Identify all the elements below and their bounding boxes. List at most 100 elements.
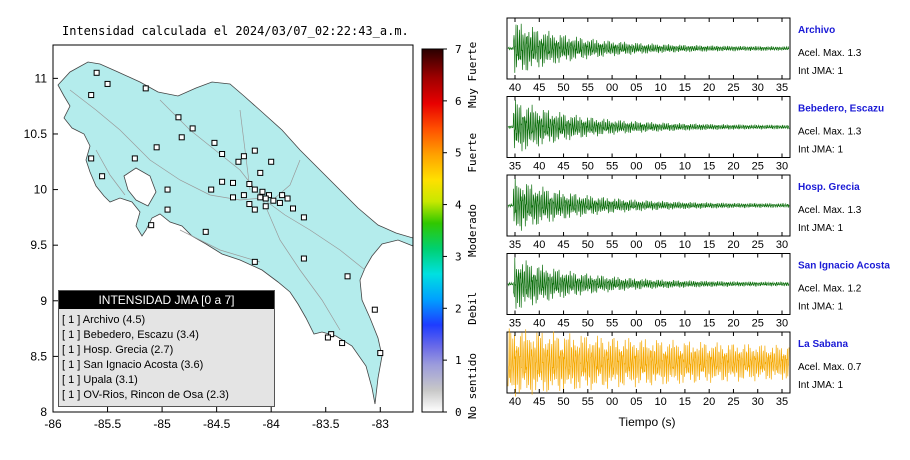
gulf-of-nicoya [123,167,157,207]
station-marker [240,153,247,160]
waveform-tick-label: 55 [582,82,594,94]
station-marker [270,197,277,204]
colorbar-level-label: Muy Fuerte [466,42,479,108]
station-marker [240,192,247,199]
waveform-peak-accel: Acel. Max. 1.3 [798,205,862,216]
waveform-tick-label: 50 [582,318,594,330]
station-marker [99,173,106,180]
waveform-tick-label: 45 [557,318,569,330]
legend-item: [ 1 ] Archivo (4.5) [62,314,146,326]
waveform-tick-label: 20 [703,82,715,94]
station-marker [246,201,253,208]
waveform-tick-label: 20 [703,396,715,408]
waveform-station-name: San Ignacio Acosta [798,261,890,272]
waveform-tick-label: 20 [727,318,739,330]
waveform-tick-label: 35 [509,239,521,251]
waveform-tick-label: 00 [606,396,618,408]
waveform-station-name: Hosp. Grecia [798,182,860,193]
map-x-axis: -86 -85.5 -85 -84.5 -84 -83.5 -83 [44,407,389,431]
legend-item: [ 1 ] OV-Rios, Rincon de Osa (2.3) [62,389,229,401]
waveform-panel: 35 40 45 50 55 00 05 10 15 20 25 30 Bebedero, Escazu… [506,96,884,173]
waveform-tick-label: 45 [533,396,545,408]
waveform-panel: 40 45 50 55 00 05 10 15 20 25 30 35 La Sabana Acel. M… [506,328,862,408]
station-marker [328,331,335,338]
waveform-tick-label: 25 [752,161,764,173]
map-x-tick-label: -83 [372,417,390,431]
waveform-tick-label: 55 [606,318,618,330]
waveform-tick-label: 40 [533,239,545,251]
colorbar-tick-label: 0 [455,406,462,419]
waveform-station-name: Bebedero, Escazu [798,104,884,115]
colorbar-level-label: Debil [466,292,479,325]
colorbar-level-label: Moderado [466,204,479,257]
waveform-tick-label: 10 [679,318,691,330]
waveform-peak-accel: Acel. Max. 1.3 [798,127,862,138]
waveform-jma-intensity: Int JMA: 1 [798,66,843,77]
waveform-peak-accel: Acel. Max. 1.3 [798,48,862,59]
road-line [239,109,251,191]
waveform-tick-label: 05 [655,318,667,330]
colorbar-labels: No sentido Debil Moderado Fuerte Muy Fuerte [466,42,479,419]
waveform-tick-label: 00 [630,161,642,173]
waveform-tick-label: 55 [606,161,618,173]
station-marker [230,194,236,201]
waveform-tick-label: 50 [557,82,569,94]
waveform-tick-label: 40 [533,318,545,330]
station-marker [148,222,155,229]
waveform-tick-label: 35 [509,161,521,173]
waveform-tick-label: 30 [776,161,788,173]
waveform-peak-accel: Acel. Max. 0.7 [798,362,862,373]
station-marker [344,273,351,280]
waveform-tick-label: 25 [727,82,739,94]
station-marker [104,80,111,87]
waveform-tick-label: 05 [655,161,667,173]
station-marker [208,186,215,193]
station-marker [246,181,253,188]
map-x-tick-label: -84.5 [203,417,231,431]
waveform-trace [507,177,790,231]
waveform-tick-label: 10 [655,82,667,94]
colorbar-gradient [421,48,444,413]
colorbar-tick-label: 6 [455,95,462,108]
station-marker [88,92,95,99]
map-x-tick-label: -86 [44,417,62,431]
waveform-trace [507,328,790,397]
station-marker [279,192,286,199]
waveform-tick-label: 55 [582,396,594,408]
waveform-tick-label: 15 [679,82,691,94]
station-marker [262,195,269,202]
colorbar-tick-label: 3 [455,250,462,263]
station-marker [262,203,269,210]
legend-title: INTENSIDAD JMA [0 a 7] [59,291,274,309]
waveform-tick-label: 00 [630,239,642,251]
station-marker [131,155,138,162]
legend-item: [ 1 ] Bebedero, Escazu (3.4) [62,329,199,341]
station-marker [371,306,378,313]
colorbar-level-label: Fuerte [466,133,479,173]
road-line [261,197,341,331]
waveform-trace [507,100,790,152]
colorbar-tick-label: 2 [455,302,462,315]
station-marker [276,199,283,206]
colorbar-tick-label: 5 [455,147,462,160]
waveform-tick-label: 45 [557,161,569,173]
station-marker [300,255,307,262]
waveform-panel: 35 40 45 50 55 00 05 10 15 20 25 30 Hosp. Grecia Acel… [506,174,862,251]
waveform-tick-label: 50 [582,239,594,251]
station-marker [266,192,272,199]
colorbar-tick-label: 4 [455,199,462,212]
costa-rica-landmass [57,61,414,405]
intensity-legend: INTENSIDAD JMA [0 a 7] [ 1 ] Archivo (4.… [58,290,275,407]
station-marker [153,144,160,151]
map-y-tick-label: 10 [34,183,48,197]
station-marker [290,205,296,212]
waveform-tick-label: 30 [776,239,788,251]
station-marker [284,195,291,202]
waveform-tick-label: 10 [679,161,691,173]
waveform-tick-label: 00 [630,318,642,330]
waveform-tick-label: 05 [630,82,642,94]
road-line [179,229,261,263]
waveform-tick-label: 00 [606,82,618,94]
waveform-tick-label: 30 [752,396,764,408]
land-layer [57,61,414,405]
